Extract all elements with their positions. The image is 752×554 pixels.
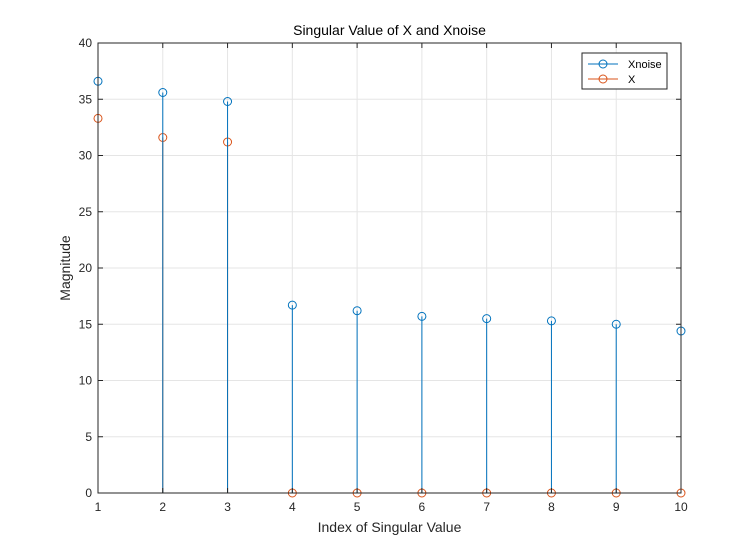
x-tick-label: 2 <box>159 500 166 514</box>
chart-title: Singular Value of X and Xnoise <box>293 22 486 38</box>
x-tick-label: 4 <box>289 500 296 514</box>
y-tick-label: 30 <box>79 149 93 163</box>
x-tick-label: 9 <box>613 500 620 514</box>
x-axis-label: Index of Singular Value <box>318 519 462 535</box>
x-tick-label: 10 <box>674 500 688 514</box>
legend-marker <box>598 74 608 84</box>
legend-label: Xnoise <box>628 59 662 71</box>
stem-marker <box>546 316 556 326</box>
x-tick-label: 7 <box>483 500 490 514</box>
x-tick-label: 8 <box>548 500 555 514</box>
stem-marker <box>352 306 362 316</box>
legend-marker <box>598 59 608 69</box>
stem-marker <box>223 97 233 106</box>
y-tick-label: 10 <box>79 374 93 388</box>
stem-marker <box>482 314 492 324</box>
axis-ticks: 1 2 3 4 5 6 7 8 9 10 0 5 10 15 20 25 30 35 40 <box>79 36 688 514</box>
y-tick-label: 0 <box>85 486 92 500</box>
x-tick-label: 5 <box>354 500 361 514</box>
y-tick-label: 40 <box>79 36 93 50</box>
x-tick-label: 1 <box>95 500 102 514</box>
y-tick-label: 15 <box>79 317 93 331</box>
x-tick-label: 6 <box>419 500 426 514</box>
y-axis-label: Magnitude <box>57 235 73 301</box>
legend-label: X <box>628 74 636 86</box>
stem-marker <box>158 88 168 97</box>
y-tick-label: 5 <box>85 430 92 444</box>
y-tick-label: 25 <box>79 205 93 219</box>
stem-marker <box>417 311 427 321</box>
x-tick-label: 3 <box>224 500 231 514</box>
y-tick-label: 20 <box>79 261 93 275</box>
legend: Xnoise X <box>581 52 668 90</box>
stem-marker <box>611 319 621 329</box>
stem-marker <box>287 300 297 310</box>
legend-box <box>581 52 668 90</box>
y-tick-label: 35 <box>79 92 93 106</box>
